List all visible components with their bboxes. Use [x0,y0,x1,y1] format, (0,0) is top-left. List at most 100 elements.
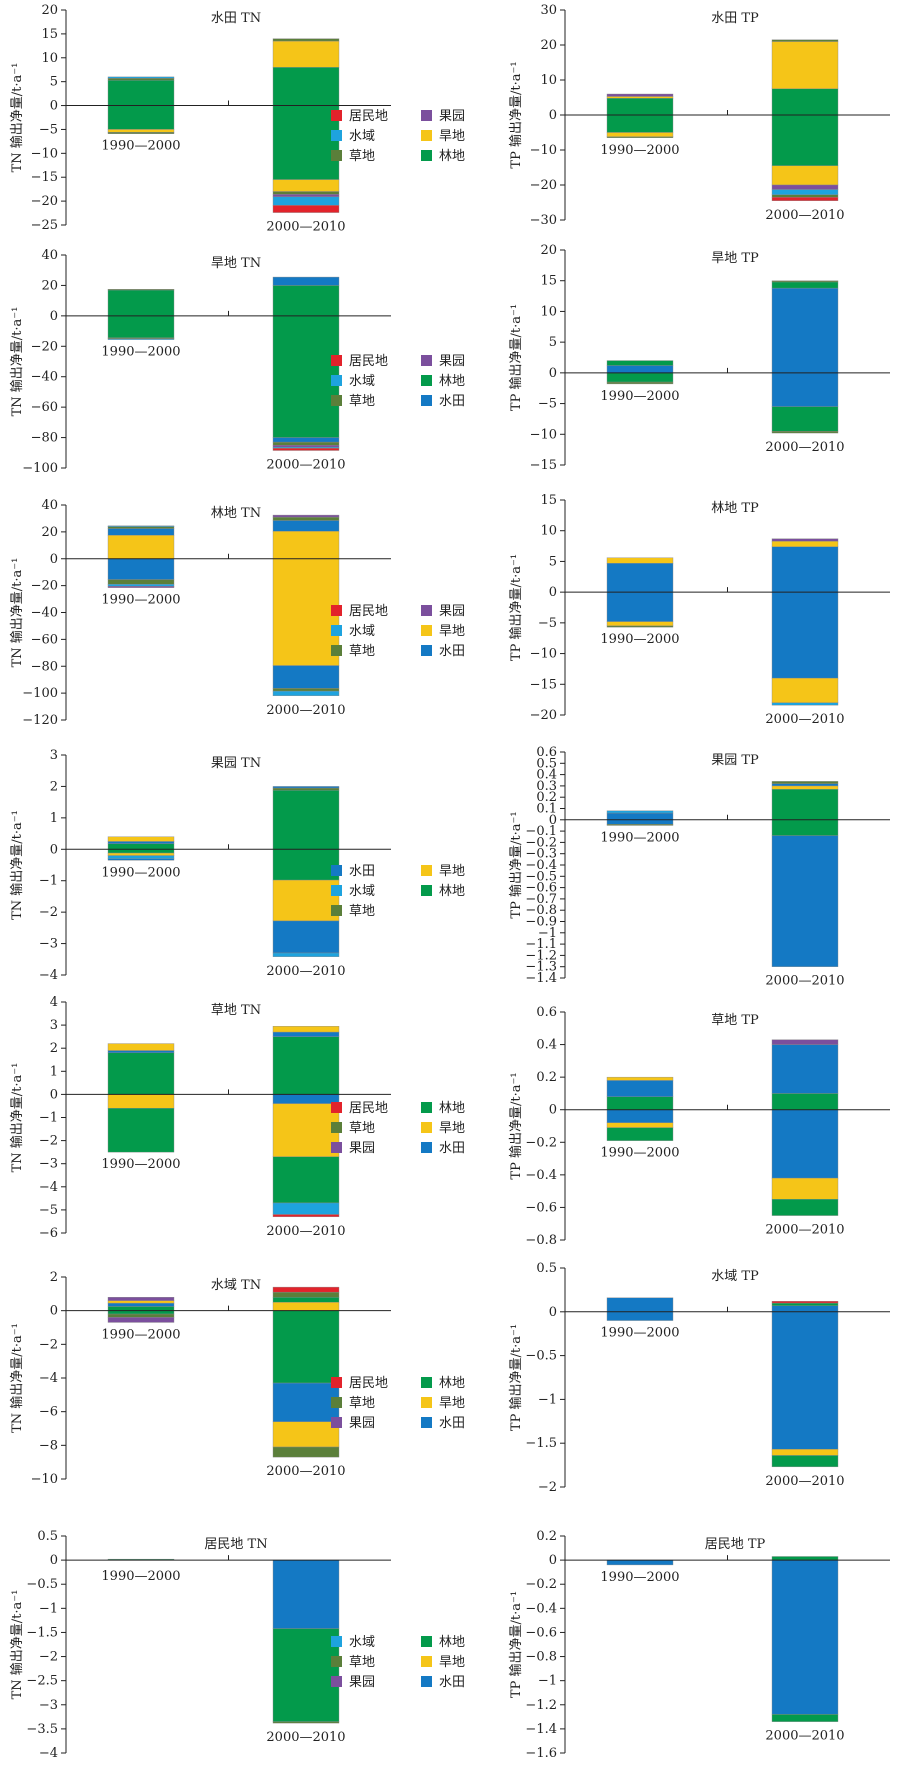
bar-segment [771,546,839,593]
y-tick-label: −80 [31,659,58,674]
legend-item: 水田 [421,644,465,659]
legend-item: 居民地 [331,1101,388,1116]
bar-segment [606,381,674,385]
y-tick-label: −0.5 [26,1577,58,1592]
bar-segment [606,1127,674,1141]
y-tick-label: 0.6 [536,1005,557,1020]
legend-label: 水田 [349,864,375,879]
y-axis-label: TN 输出净量/t·a⁻¹ [9,1063,25,1173]
legend-swatch [331,1142,342,1153]
y-tick-label: 15 [540,493,557,508]
y-tick-label: −2 [39,1337,58,1352]
y-tick-label: −1.5 [525,1436,557,1451]
legend-item: 林地 [421,1376,465,1391]
chart-title: 草地 TN [211,1003,261,1018]
y-tick-label: −0.8 [525,1233,557,1248]
bar-segment [272,1026,340,1033]
y-tick-label: 3 [50,748,58,763]
bar-segment [606,132,674,137]
y-tick-label: 0.1 [536,802,557,817]
legend-item: 果园 [331,1416,375,1431]
y-tick-label: −0.4 [525,1601,557,1616]
y-tick-label: 10 [540,304,557,319]
bar-segment [107,1052,175,1095]
category-label: 1990—2000 [600,1146,679,1161]
bar-segment [606,819,674,825]
bar-segment [606,824,674,826]
y-tick-label: 0.5 [536,1261,557,1276]
y-tick-label: −2 [39,1134,58,1149]
legend-item: 水田 [421,1141,465,1156]
bar-segment [107,525,175,527]
y-tick-label: 30 [540,3,557,18]
bar-segment [606,372,674,383]
bar-segment [107,338,175,340]
y-tick-label: 20 [540,243,557,258]
y-axis-label: TN 输出净量/t·a⁻¹ [9,810,25,920]
bar-segment [771,1199,839,1216]
bar-segment [107,841,175,844]
y-tick-label: −4 [39,1180,58,1195]
legend-label: 林地 [439,149,465,164]
legend-label: 草地 [349,1121,375,1136]
y-tick-label: −40 [31,606,58,621]
category-label: 2000—2010 [266,964,345,979]
y-axis-label: TP 输出净量/t·a⁻¹ [508,1324,524,1431]
y-axis-label: TP 输出净量/t·a⁻¹ [508,61,524,168]
legend-swatch [421,355,432,366]
y-tick-label: 10 [540,73,557,88]
bar-segment [771,783,839,787]
y-tick-label: −5 [39,1203,58,1218]
bar-segment [107,78,175,81]
bar-segment [272,1382,340,1422]
bar-segment [272,1214,340,1218]
legend-label: 居民地 [349,109,388,124]
y-tick-label: 4 [50,995,58,1010]
bar-segment [272,1446,340,1458]
bar-segment [771,88,839,116]
bar-segment [272,787,340,791]
y-tick-label: 15 [540,274,557,289]
legend-item: 水田 [421,394,465,409]
legend-swatch [421,1377,432,1388]
y-tick-label: −0.7 [525,892,557,907]
bar-segment [272,1156,340,1204]
y-tick-label: −15 [530,677,557,692]
bar-segment [107,289,175,291]
legend-swatch [331,865,342,876]
y-axis-label: TP 输出净量/t·a⁻¹ [508,811,524,918]
y-tick-label: −20 [31,339,58,354]
chart-panel: 40 20 0 −20 −40 −60 −80 −100 TN 输出净量/t·a⁻¹ 1990—2… [9,248,465,476]
bar-segment [107,1310,175,1315]
bar-segment [272,520,340,532]
bar-segment [606,557,674,564]
bar-segment [272,1628,340,1722]
legend-label: 旱地 [439,624,465,639]
legend-label: 草地 [349,149,375,164]
y-tick-label: −3 [39,937,58,952]
bar-segment [107,1317,175,1323]
legend-item: 草地 [331,1396,375,1411]
y-tick-label: −25 [31,218,58,233]
y-tick-label: −4 [39,968,58,983]
y-tick-label: 0 [50,1087,58,1102]
legend-swatch [421,395,432,406]
legend-item: 旱地 [421,1655,465,1670]
legend-swatch [331,395,342,406]
bar-segment [107,1302,175,1307]
y-tick-label: −100 [22,686,58,701]
y-tick-label: −5 [538,397,557,412]
bar-segment [771,1044,839,1094]
bar-segment [606,1122,674,1128]
bar-segment [272,1291,340,1298]
y-tick-label: −0.3 [525,847,557,862]
bar-segment [272,1310,340,1384]
bar-segment [272,105,340,180]
bar-segment [272,1094,340,1104]
chart-panel: 0.60.50.40.30.20.10−0.1−0.2−0.3−0.4−0.5−… [508,745,890,989]
bar-segment [771,1714,839,1722]
legend-label: 水域 [349,374,375,389]
legend-label: 林地 [439,1635,465,1650]
category-label: 1990—2000 [101,593,180,608]
bar-segment [272,665,340,689]
